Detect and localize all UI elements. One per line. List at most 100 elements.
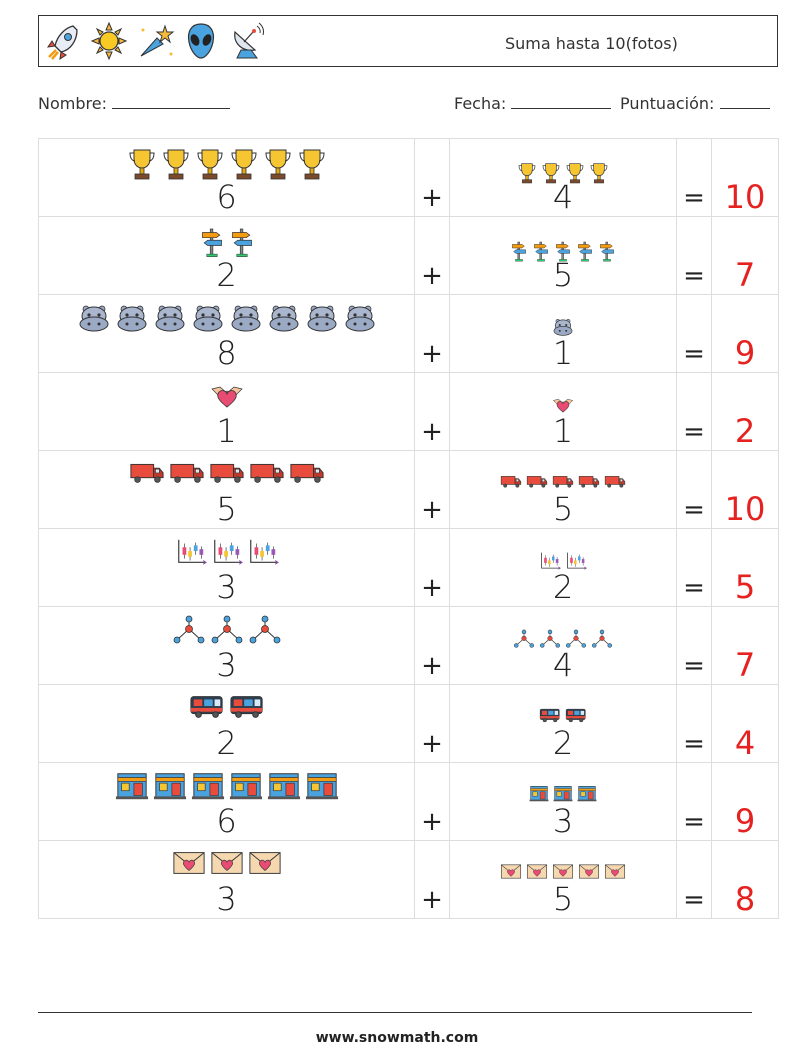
addend-b-pictures: [450, 473, 676, 489]
footer-url: www.snowmath.com: [315, 1030, 479, 1046]
name-field[interactable]: Nombre:: [38, 94, 231, 113]
score-field[interactable]: Puntuación:: [620, 94, 770, 113]
answer-cell[interactable]: 8: [711, 840, 779, 919]
plus-sign: +: [421, 651, 443, 681]
addend-a-pictures: [39, 615, 414, 645]
addend-a-cell: 3: [38, 840, 415, 919]
network-icon: [513, 629, 535, 649]
network-icon: [210, 615, 244, 645]
equals-sign: =: [683, 183, 705, 213]
plus-sign: +: [421, 807, 443, 837]
problem-row: 8 +1 = 9: [38, 294, 779, 373]
answer-cell[interactable]: 4: [711, 684, 779, 763]
addend-b-number: 1: [552, 334, 574, 372]
addend-b-cell: 2: [449, 528, 677, 607]
plus-sign: +: [421, 417, 443, 447]
addend-b-cell: 3: [449, 762, 677, 841]
truck-icon: [289, 459, 325, 485]
envelope-icon: [172, 849, 206, 877]
addend-a-pictures: [39, 147, 414, 181]
addend-b-pictures: [450, 785, 676, 802]
date-label: Fecha:: [454, 94, 507, 113]
signpost-icon: [199, 225, 225, 259]
satellite-dish-icon: [234, 22, 264, 59]
problem-row: 2 +5 = 7: [38, 216, 779, 295]
addend-a-number: 6: [216, 178, 237, 216]
addend-b-pictures: [450, 395, 676, 415]
hippo-icon: [305, 303, 339, 333]
plus-cell: +: [414, 528, 450, 607]
footer-divider: [38, 1012, 752, 1013]
answer-cell[interactable]: 10: [711, 450, 779, 529]
network-icon: [565, 629, 587, 649]
plus-sign: +: [421, 729, 443, 759]
signpost-icon: [554, 239, 572, 263]
answer-cell[interactable]: 9: [711, 294, 779, 373]
trophy-icon: [229, 147, 259, 181]
shop-icon: [529, 785, 549, 802]
addend-a-pictures: [39, 693, 414, 721]
answer-cell[interactable]: 2: [711, 372, 779, 451]
addend-b-pictures: [450, 707, 676, 724]
addend-a-number: 8: [216, 334, 237, 372]
addend-a-pictures: [39, 849, 414, 877]
shop-icon: [229, 771, 263, 801]
date-field[interactable]: Fecha:: [454, 94, 612, 113]
chart-icon: [539, 551, 561, 571]
signpost-icon: [510, 239, 528, 263]
shop-icon: [153, 771, 187, 801]
equals-sign: =: [683, 807, 705, 837]
answer-cell[interactable]: 7: [711, 606, 779, 685]
score-label: Puntuación:: [620, 94, 715, 113]
header-box: Suma hasta 10(fotos): [38, 15, 778, 67]
envelope-icon: [552, 863, 574, 880]
score-blank[interactable]: [719, 94, 770, 109]
addend-b-number: 2: [552, 568, 574, 606]
plus-cell: +: [414, 294, 450, 373]
truck-icon: [578, 473, 600, 489]
equals-sign: =: [683, 495, 705, 525]
plus-cell: +: [414, 216, 450, 295]
chart-icon: [211, 537, 243, 567]
trophy-icon: [541, 161, 561, 185]
trophy-icon: [161, 147, 191, 181]
date-blank[interactable]: [511, 94, 612, 109]
equals-cell: =: [676, 840, 712, 919]
trophy-icon: [297, 147, 327, 181]
equals-sign: =: [683, 573, 705, 603]
truck-icon: [604, 473, 626, 489]
problem-row: 6 +4 = 10: [38, 138, 779, 217]
truck-icon: [249, 459, 285, 485]
shop-icon: [267, 771, 301, 801]
addend-b-cell: 4: [449, 606, 677, 685]
trophy-icon: [565, 161, 585, 185]
problem-row: 3 +2 = 5: [38, 528, 779, 607]
heart-icon: [210, 381, 244, 411]
chart-icon: [175, 537, 207, 567]
addend-b-pictures: [450, 161, 676, 185]
answer-cell[interactable]: 5: [711, 528, 779, 607]
answer-number: 9: [734, 334, 756, 372]
equals-sign: =: [683, 261, 705, 291]
addend-a-number: 3: [216, 880, 237, 918]
hippo-icon: [267, 303, 301, 333]
equals-cell: =: [676, 606, 712, 685]
equals-cell: =: [676, 684, 712, 763]
trophy-icon: [195, 147, 225, 181]
answer-cell[interactable]: 10: [711, 138, 779, 217]
equals-cell: =: [676, 294, 712, 373]
signpost-icon: [229, 225, 255, 259]
network-icon: [539, 629, 561, 649]
addend-b-cell: 5: [449, 450, 677, 529]
chart-icon: [565, 551, 587, 571]
name-blank[interactable]: [112, 94, 231, 109]
answer-cell[interactable]: 9: [711, 762, 779, 841]
shop-icon: [191, 771, 225, 801]
addend-b-pictures: [450, 629, 676, 649]
addend-b-number: 2: [552, 724, 574, 762]
answer-cell[interactable]: 7: [711, 216, 779, 295]
addend-a-pictures: [39, 537, 414, 567]
truck-icon: [526, 473, 548, 489]
addend-a-pictures: [39, 225, 414, 259]
truck-icon: [552, 473, 574, 489]
